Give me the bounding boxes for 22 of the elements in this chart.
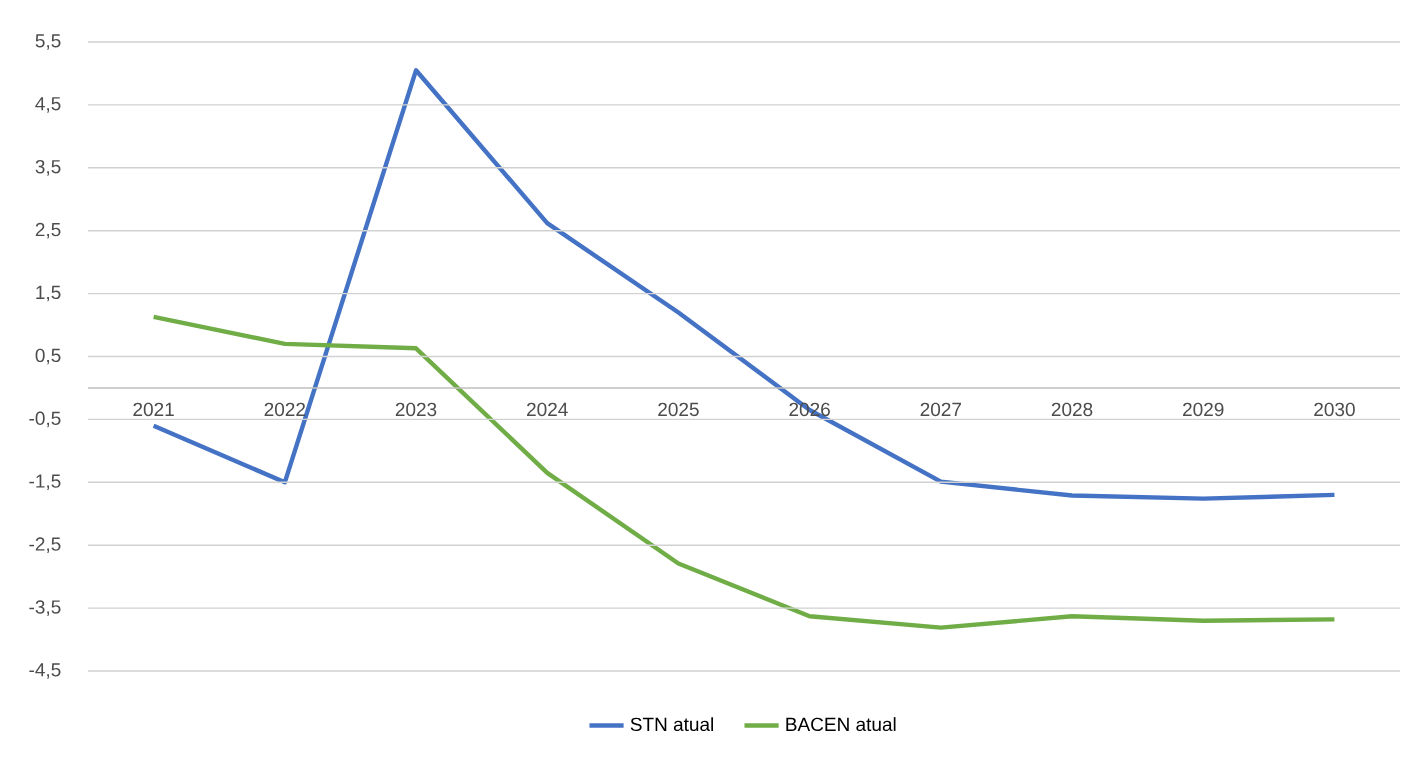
y-tick-label: -1,5 [29,474,61,491]
y-tick-label: -2,5 [29,537,61,554]
y-tick-label: 0,5 [35,348,61,365]
y-tick-label: 5,5 [35,34,61,50]
x-tick-label: 2021 [133,402,174,417]
y-tick-label: -3,5 [29,600,61,616]
legend-label: BACEN atual [786,717,896,732]
x-tick-label: 2025 [658,402,699,417]
y-tick-label: 2,5 [35,222,61,239]
x-tick-label: 2027 [920,402,962,417]
y-tick-label: 3,5 [35,159,61,176]
legend-label: STN atual [630,717,713,732]
x-tick-label: 2022 [264,402,305,417]
x-tick-label: 2023 [395,402,437,417]
x-tick-label: 2028 [1051,402,1093,417]
x-tick-label: 2024 [527,402,568,417]
x-tick-label: 2029 [1183,402,1224,417]
y-tick-label: -4,5 [29,663,61,679]
x-tick-label: 2030 [1314,402,1355,417]
y-tick-label: 4,5 [35,97,61,113]
y-tick-label: -0,5 [29,411,61,428]
y-tick-label: 1,5 [36,285,61,302]
